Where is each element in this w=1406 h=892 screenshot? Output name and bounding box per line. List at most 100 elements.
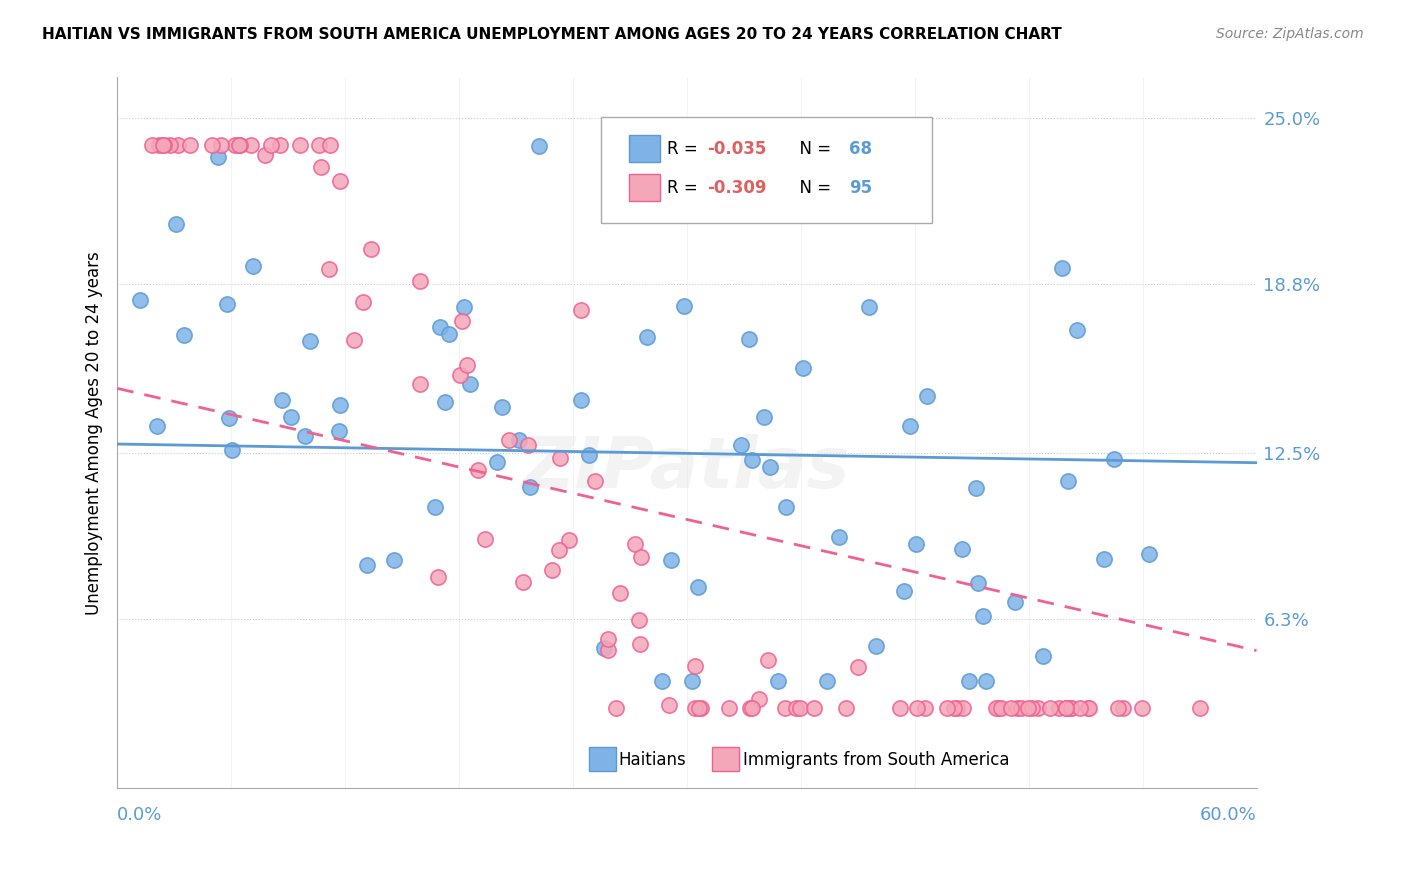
- Text: -0.035: -0.035: [707, 139, 766, 158]
- Point: [408, 376, 430, 391]
- Point: [1054, 701, 1077, 715]
- Point: [433, 395, 456, 409]
- Point: [298, 334, 321, 349]
- Point: [990, 701, 1012, 715]
- Point: [893, 583, 915, 598]
- Point: [1137, 547, 1160, 561]
- Point: [328, 174, 350, 188]
- Point: [508, 433, 530, 447]
- Point: [986, 701, 1008, 715]
- Point: [1032, 649, 1054, 664]
- Point: [936, 701, 959, 715]
- Point: [738, 332, 761, 346]
- Point: [550, 451, 572, 466]
- Point: [527, 139, 550, 153]
- Point: [688, 701, 710, 715]
- Point: [311, 160, 333, 174]
- Point: [498, 433, 520, 447]
- Point: [598, 632, 620, 647]
- Point: [453, 300, 475, 314]
- Point: [952, 701, 974, 715]
- Point: [682, 673, 704, 688]
- Text: N =: N =: [789, 139, 837, 158]
- Point: [541, 563, 564, 577]
- Point: [1021, 701, 1043, 715]
- Point: [343, 334, 366, 348]
- Text: 68: 68: [849, 139, 872, 158]
- Point: [173, 327, 195, 342]
- Point: [789, 701, 811, 715]
- Point: [785, 701, 807, 715]
- Point: [730, 438, 752, 452]
- Point: [957, 673, 980, 688]
- Point: [215, 297, 238, 311]
- Point: [628, 613, 651, 627]
- Point: [1069, 701, 1091, 715]
- Point: [858, 301, 880, 315]
- Point: [409, 274, 432, 288]
- Point: [889, 701, 911, 715]
- Point: [360, 242, 382, 256]
- Point: [1057, 475, 1080, 489]
- Point: [738, 701, 761, 715]
- Point: [1047, 701, 1070, 715]
- Point: [485, 455, 508, 469]
- Point: [218, 411, 240, 425]
- Point: [427, 570, 450, 584]
- Point: [451, 314, 474, 328]
- Point: [768, 673, 790, 688]
- Point: [1102, 452, 1125, 467]
- Point: [650, 161, 672, 176]
- Point: [1007, 701, 1029, 715]
- Point: [179, 137, 201, 152]
- Point: [166, 137, 188, 152]
- Text: ZIPatlas: ZIPatlas: [523, 434, 851, 503]
- Point: [201, 137, 224, 152]
- Point: [458, 377, 481, 392]
- Point: [835, 701, 858, 715]
- Point: [240, 137, 263, 152]
- Text: 60.0%: 60.0%: [1199, 806, 1257, 824]
- Text: 95: 95: [849, 178, 872, 196]
- Text: R =: R =: [668, 139, 703, 158]
- Point: [758, 460, 780, 475]
- Point: [1000, 701, 1022, 715]
- Point: [141, 137, 163, 152]
- Point: [429, 319, 451, 334]
- Point: [221, 442, 243, 457]
- Point: [1004, 595, 1026, 609]
- Point: [329, 398, 352, 412]
- Point: [228, 137, 250, 152]
- Point: [905, 701, 928, 715]
- Text: Source: ZipAtlas.com: Source: ZipAtlas.com: [1216, 27, 1364, 41]
- Point: [974, 673, 997, 688]
- Point: [1026, 701, 1049, 715]
- Point: [624, 537, 647, 551]
- Point: [517, 438, 540, 452]
- Point: [1078, 701, 1101, 715]
- Point: [583, 475, 606, 489]
- Point: [987, 701, 1010, 715]
- Point: [950, 541, 973, 556]
- Point: [148, 137, 170, 152]
- Point: [658, 698, 681, 712]
- Point: [775, 500, 797, 515]
- Point: [967, 575, 990, 590]
- Text: -0.309: -0.309: [707, 178, 766, 196]
- Point: [748, 692, 770, 706]
- Point: [224, 137, 246, 152]
- Point: [166, 217, 188, 231]
- Point: [865, 639, 887, 653]
- FancyBboxPatch shape: [628, 174, 659, 201]
- Point: [593, 640, 616, 655]
- Point: [1092, 552, 1115, 566]
- Y-axis label: Unemployment Among Ages 20 to 24 years: Unemployment Among Ages 20 to 24 years: [86, 251, 103, 615]
- Point: [1060, 701, 1083, 715]
- Point: [1060, 701, 1083, 715]
- Point: [207, 150, 229, 164]
- Point: [294, 428, 316, 442]
- Point: [628, 637, 651, 651]
- Point: [439, 326, 461, 341]
- Point: [754, 410, 776, 425]
- Text: Immigrants from South America: Immigrants from South America: [742, 751, 1010, 769]
